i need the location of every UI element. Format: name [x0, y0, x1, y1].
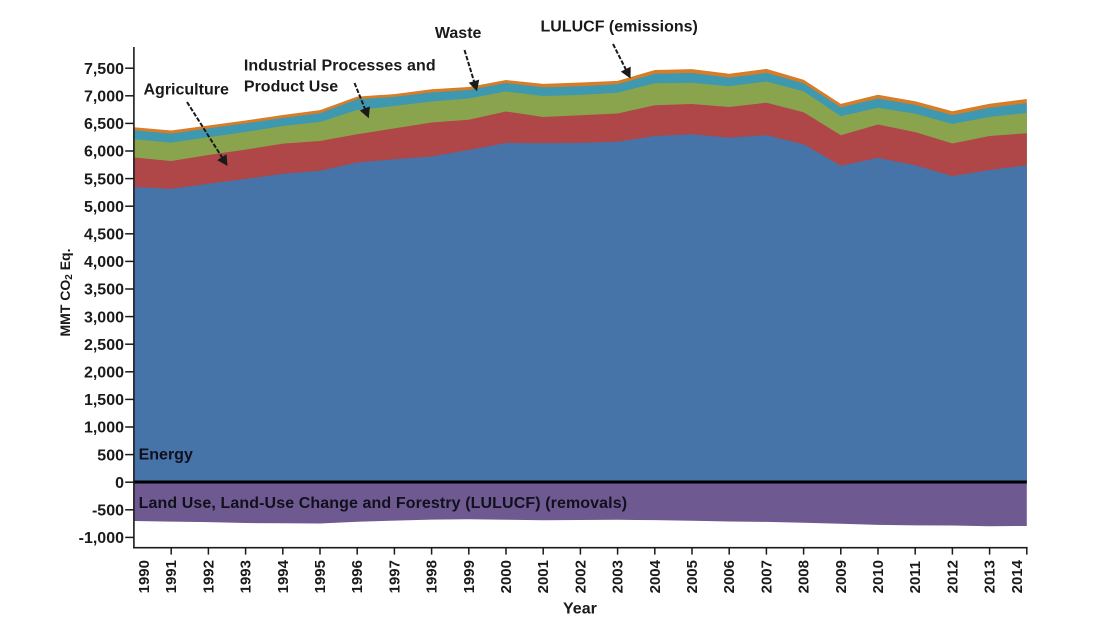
svg-text:Land Use, Land-Use Change and: Land Use, Land-Use Change and Forestry (… — [139, 495, 628, 512]
svg-text:Energy: Energy — [139, 446, 193, 463]
svg-text:0: 0 — [115, 475, 124, 492]
svg-text:2007: 2007 — [758, 560, 775, 593]
svg-text:-500: -500 — [92, 503, 124, 520]
svg-text:1991: 1991 — [163, 560, 180, 593]
svg-text:4,000: 4,000 — [84, 254, 124, 271]
svg-text:2014: 2014 — [1009, 559, 1026, 593]
svg-text:3,500: 3,500 — [84, 282, 124, 299]
svg-text:2005: 2005 — [684, 560, 701, 593]
svg-text:4,500: 4,500 — [84, 227, 124, 244]
svg-text:2012: 2012 — [944, 560, 961, 593]
svg-text:1990: 1990 — [136, 560, 153, 593]
svg-text:2006: 2006 — [721, 560, 738, 593]
svg-text:6,500: 6,500 — [84, 116, 124, 133]
svg-text:7,000: 7,000 — [84, 89, 124, 106]
svg-text:Agriculture: Agriculture — [144, 82, 229, 99]
svg-text:2,000: 2,000 — [84, 365, 124, 382]
svg-text:Waste: Waste — [435, 25, 482, 42]
svg-text:6,000: 6,000 — [84, 144, 124, 161]
svg-text:2,500: 2,500 — [84, 337, 124, 354]
svg-text:1999: 1999 — [461, 560, 478, 593]
svg-text:5,000: 5,000 — [84, 199, 124, 216]
svg-text:LULUCF (emissions): LULUCF (emissions) — [541, 18, 698, 35]
svg-text:Industrial Processes and: Industrial Processes and — [244, 57, 436, 74]
svg-text:2000: 2000 — [498, 560, 515, 593]
svg-text:2001: 2001 — [535, 560, 552, 593]
svg-text:1993: 1993 — [238, 560, 255, 593]
svg-text:1996: 1996 — [349, 560, 366, 593]
svg-text:1992: 1992 — [200, 560, 217, 593]
svg-text:Product Use: Product Use — [244, 78, 338, 95]
svg-text:1998: 1998 — [424, 560, 441, 593]
svg-text:1994: 1994 — [275, 559, 292, 593]
svg-text:2013: 2013 — [982, 560, 999, 593]
svg-text:2009: 2009 — [833, 560, 850, 593]
svg-text:5,500: 5,500 — [84, 171, 124, 188]
svg-text:1995: 1995 — [312, 560, 329, 593]
svg-text:2003: 2003 — [610, 560, 627, 593]
svg-text:1,500: 1,500 — [84, 392, 124, 409]
svg-text:2010: 2010 — [870, 560, 887, 593]
svg-text:MMT CO2 Eq.: MMT CO2 Eq. — [57, 249, 75, 337]
svg-text:1,000: 1,000 — [84, 420, 124, 437]
svg-text:7,500: 7,500 — [84, 61, 124, 78]
svg-text:2004: 2004 — [647, 559, 664, 593]
svg-text:1997: 1997 — [386, 560, 403, 593]
svg-text:500: 500 — [97, 447, 124, 464]
svg-text:2008: 2008 — [796, 560, 813, 593]
svg-text:-1,000: -1,000 — [79, 530, 124, 547]
svg-text:Year: Year — [563, 601, 597, 618]
svg-text:2002: 2002 — [572, 560, 589, 593]
svg-text:2011: 2011 — [907, 561, 924, 594]
svg-text:3,000: 3,000 — [84, 309, 124, 326]
